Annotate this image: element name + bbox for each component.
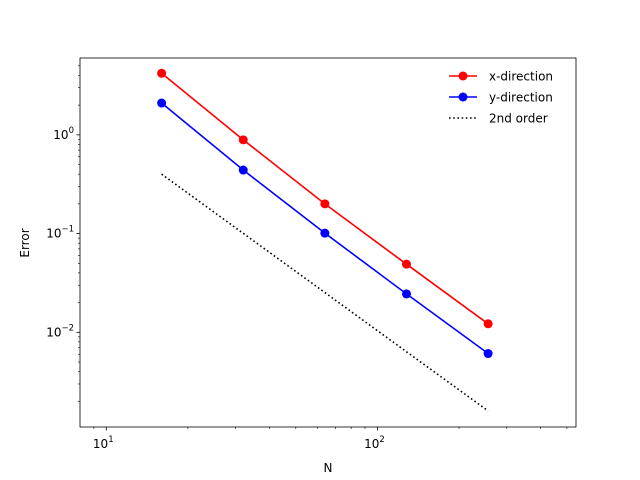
y-axis-label: Error (18, 228, 32, 257)
y-tick-label: 10−1 (46, 225, 74, 241)
data-point (483, 349, 493, 359)
data-point (157, 68, 167, 78)
legend-label: y-direction (489, 91, 553, 105)
x-tick-label: 102 (364, 435, 385, 451)
axes-frame (79, 57, 577, 428)
plot-area (157, 68, 493, 412)
series-line-1 (161, 102, 489, 355)
legend-marker-1 (458, 92, 468, 102)
data-point (401, 289, 411, 299)
x-axis-label: N (324, 461, 333, 475)
legend-marker-0 (458, 71, 468, 81)
legend-label: x-direction (489, 70, 553, 84)
y-tick-label: 10−2 (46, 323, 74, 339)
data-point (238, 165, 248, 175)
data-point (238, 135, 248, 145)
legend: x-direction y-direction 2nd order (449, 70, 553, 126)
data-point (320, 228, 330, 238)
legend-label: 2nd order (489, 112, 548, 126)
y-tick-label: 100 (53, 126, 74, 142)
data-point (320, 199, 330, 209)
series-line-0 (161, 72, 489, 325)
x-tick-label: 101 (93, 435, 114, 451)
data-point (401, 259, 411, 269)
series-line-2 (161, 173, 489, 412)
data-point (483, 319, 493, 329)
data-point (157, 98, 167, 108)
